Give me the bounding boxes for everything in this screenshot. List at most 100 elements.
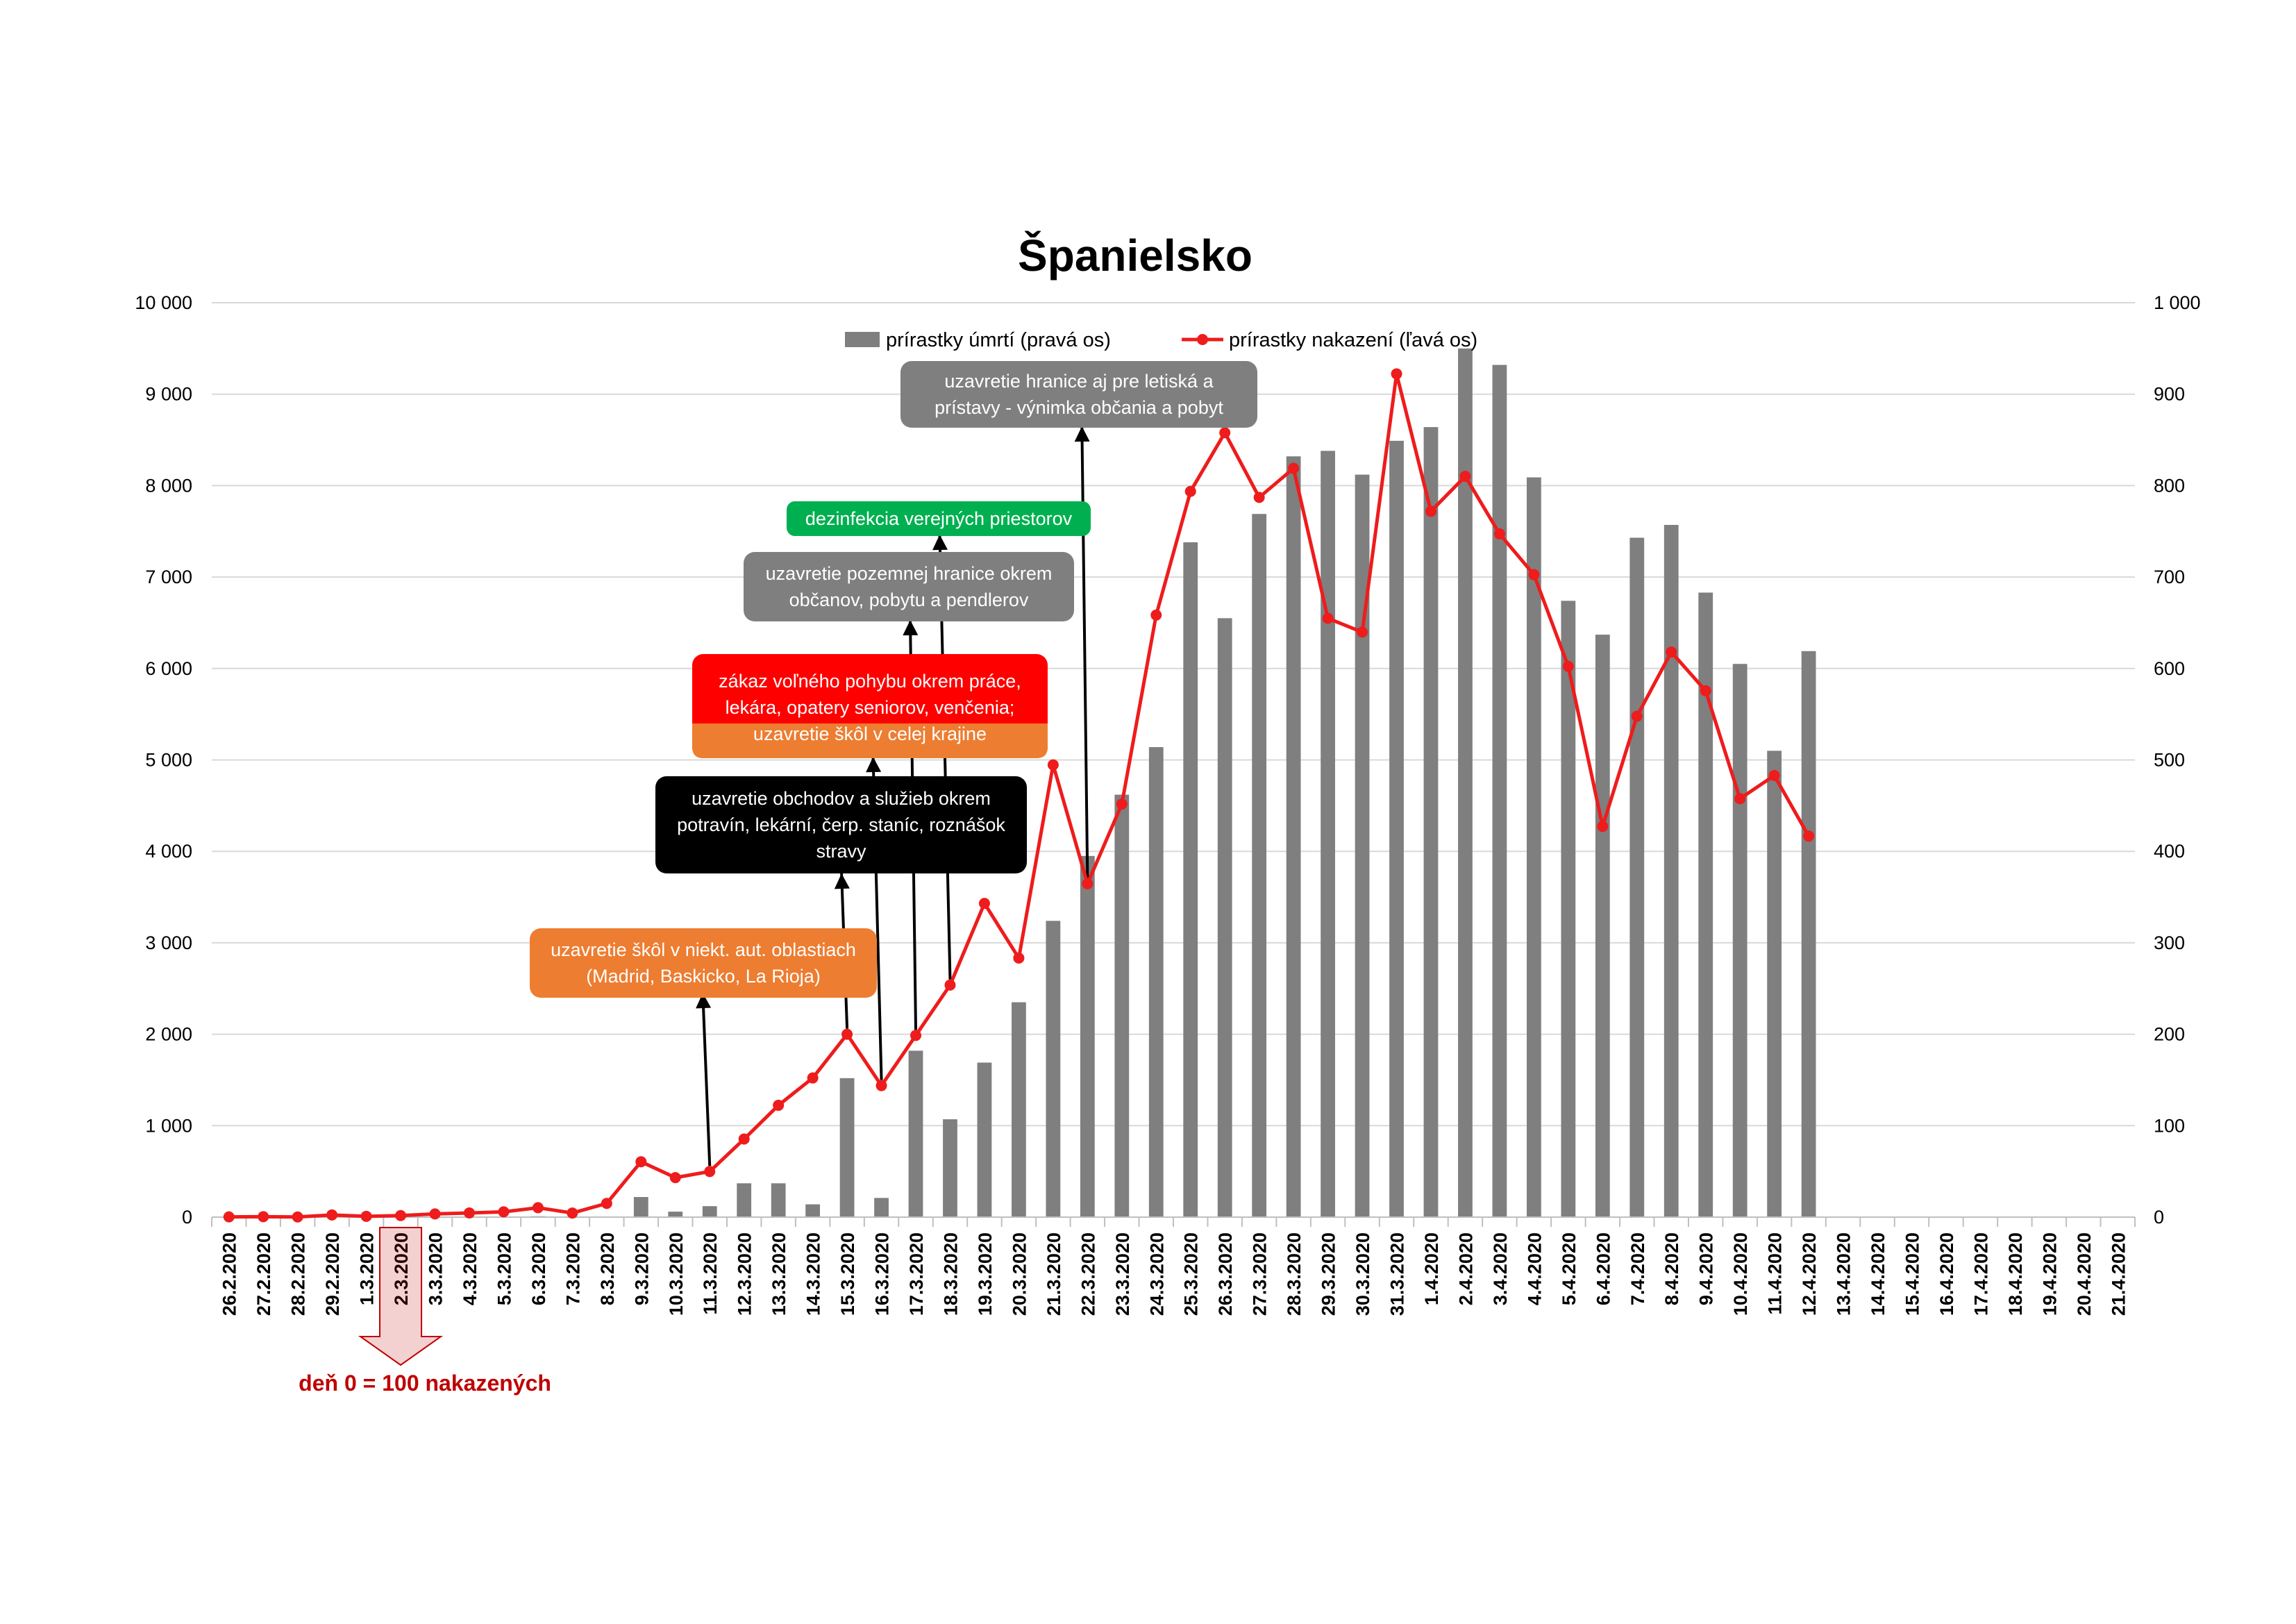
annotation-shops-closed-bg <box>655 776 1027 873</box>
deaths-bars <box>530 348 1816 1218</box>
death-bar <box>1458 348 1473 1218</box>
x-tick-label: 12.4.2020 <box>1799 1232 1820 1316</box>
cases-point <box>463 1207 475 1219</box>
legend-label-deaths: prírastky úmrtí (pravá os) <box>886 329 1111 351</box>
x-tick-label: 2.4.2020 <box>1455 1232 1476 1305</box>
x-tick-label: 26.2.2020 <box>219 1232 240 1316</box>
death-bar <box>1217 618 1232 1217</box>
x-tick-label: 8.4.2020 <box>1661 1232 1682 1305</box>
cases-point <box>875 1080 887 1091</box>
cases-point <box>978 898 990 910</box>
x-tick-label: 9.3.2020 <box>631 1232 652 1305</box>
death-bar <box>908 1050 923 1217</box>
death-bar <box>1595 635 1610 1217</box>
x-tick-label: 13.4.2020 <box>1834 1232 1854 1316</box>
cases-point <box>1803 830 1815 842</box>
cases-point <box>635 1156 647 1168</box>
y-right-tick-label: 0 <box>2154 1207 2164 1228</box>
cases-point <box>326 1209 338 1221</box>
annotation-air-sea-border-bg <box>900 361 1257 428</box>
y-left-tick-label: 9 000 <box>145 384 192 405</box>
x-tick-label: 18.4.2020 <box>2005 1232 2026 1316</box>
death-bar <box>1767 751 1782 1217</box>
death-bar <box>1114 794 1130 1217</box>
x-tick-label: 9.4.2020 <box>1696 1232 1717 1305</box>
x-tick-label: 25.3.2020 <box>1181 1232 1202 1316</box>
x-tick-label: 11.3.2020 <box>700 1232 721 1315</box>
annotation-shops-closed-text: uzavretie obchodov a služieb okrem potrav… <box>677 788 1005 862</box>
x-tick-label: 26.3.2020 <box>1215 1232 1236 1316</box>
death-bar <box>1423 427 1439 1217</box>
x-tick-label: 31.3.2020 <box>1387 1232 1408 1316</box>
cases-point <box>1150 609 1162 621</box>
y-left-tick-label: 6 000 <box>145 658 192 679</box>
cases-point <box>1391 368 1402 380</box>
death-bar <box>839 1078 855 1217</box>
y-right-tick-label: 200 <box>2154 1024 2185 1045</box>
death-bar <box>943 1119 957 1217</box>
y-right-tick-label: 900 <box>2154 384 2185 405</box>
cases-point <box>1253 492 1265 503</box>
death-bar <box>977 1062 992 1217</box>
cases-point <box>258 1211 269 1223</box>
x-tick-label: 2.3.2020 <box>391 1232 412 1305</box>
arrow-15-3-head <box>834 873 850 889</box>
x-tick-label: 19.3.2020 <box>975 1232 996 1316</box>
death-bar <box>1629 537 1645 1217</box>
x-tick-label: 6.3.2020 <box>528 1232 549 1305</box>
arrow-22-3 <box>1080 426 1089 878</box>
y-right-tick-label: 600 <box>2154 658 2185 679</box>
x-tick-label: 19.4.2020 <box>2039 1232 2060 1316</box>
cases-point <box>1631 710 1643 722</box>
death-bar <box>737 1183 752 1217</box>
cases-point <box>1700 685 1711 696</box>
y-right-tick-label: 700 <box>2154 567 2185 587</box>
annotation-shops-closed: uzavretie obchodov a služieb okrem potrav… <box>655 776 1027 873</box>
arrow-18-3-head <box>932 535 948 551</box>
legend-swatch-deaths <box>845 332 880 347</box>
cases-point <box>429 1208 441 1220</box>
day0-marker: deň 0 = 100 nakazených <box>299 1227 551 1396</box>
death-bar <box>874 1198 889 1217</box>
death-bar <box>1492 365 1507 1217</box>
y-axis-right: 0 100 200 300 400 500 600 700 800 900 1 000 <box>2154 292 2201 1228</box>
death-bar <box>1389 440 1404 1218</box>
arrow-11-3 <box>701 992 712 1166</box>
x-tick-label: 16.4.2020 <box>1936 1232 1957 1316</box>
annotation-schools-regions-text: uzavretie škôl v niekt. aut. oblastiach(… <box>551 939 856 987</box>
x-tick-label: 28.3.2020 <box>1284 1232 1305 1316</box>
y-left-tick-label: 4 000 <box>145 841 192 862</box>
death-bar <box>1148 747 1164 1217</box>
x-tick-label: 28.2.2020 <box>288 1232 309 1316</box>
x-tick-label: 27.3.2020 <box>1250 1232 1271 1316</box>
annotation-disinfection-text: dezinfekcia verejných priestorov <box>805 508 1073 529</box>
x-tick-label: 15.4.2020 <box>1902 1232 1922 1316</box>
y-right-tick-label: 1 000 <box>2154 292 2201 313</box>
y-right-tick-label: 100 <box>2154 1115 2185 1136</box>
chart-title: Španielsko <box>1018 230 1252 281</box>
x-tick-label: 27.2.2020 <box>253 1232 274 1316</box>
y-left-tick-label: 1 000 <box>145 1115 192 1136</box>
death-bar <box>1526 477 1541 1217</box>
death-bar <box>1355 474 1370 1218</box>
y-left-tick-label: 7 000 <box>145 567 192 587</box>
annotation-disinfection: dezinfekcia verejných priestorov <box>787 501 1091 536</box>
x-tick-label: 14.4.2020 <box>1868 1232 1888 1316</box>
x-tick-label: 13.3.2020 <box>769 1232 789 1316</box>
annotation-schools-all-text: uzavretie škôl v celej krajine <box>753 723 987 744</box>
cases-point <box>395 1209 407 1221</box>
x-tick-label: 24.3.2020 <box>1146 1232 1167 1316</box>
x-tick-label: 4.3.2020 <box>460 1232 480 1305</box>
x-tick-label: 11.4.2020 <box>1765 1232 1786 1315</box>
x-tick-label: 14.3.2020 <box>803 1232 824 1316</box>
death-bar <box>1561 601 1576 1217</box>
x-tick-label: 12.3.2020 <box>735 1232 755 1316</box>
x-tick-label: 1.3.2020 <box>357 1232 378 1305</box>
cases-point <box>1734 793 1746 805</box>
death-bar <box>1732 664 1748 1217</box>
annotation-schools-regions: uzavretie škôl v niekt. aut. oblastiach(… <box>530 928 877 998</box>
y-left-tick-label: 3 000 <box>145 932 192 953</box>
y-axis-left: 0 1 000 2 000 3 000 4 000 5 000 6 000 7 000 8 00… <box>135 292 192 1228</box>
x-tick-label: 8.3.2020 <box>597 1232 618 1305</box>
cases-point <box>704 1166 716 1178</box>
